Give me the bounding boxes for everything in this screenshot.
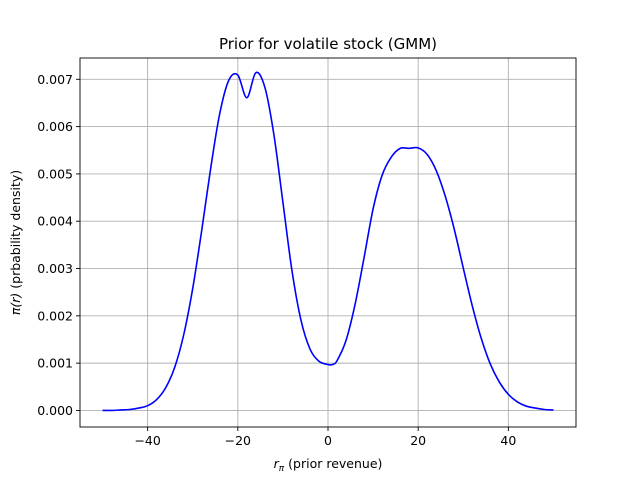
x-axis-label-text: (prior revenue) xyxy=(284,456,382,471)
y-tick-label: 0.005 xyxy=(37,166,73,181)
y-axis-label-text: (prbability density) xyxy=(8,170,23,293)
y-tick-label: 0.001 xyxy=(37,356,73,371)
y-tick-label: 0.000 xyxy=(37,403,73,418)
y-tick-label: 0.002 xyxy=(37,308,73,323)
x-tick-label: −20 xyxy=(225,433,251,448)
ticks: −40 −20 0 20 40 0.000 0.001 0.002 0.003 0.004 0.00… xyxy=(37,72,516,448)
density-curve xyxy=(102,71,554,412)
x-axis-label-symbol: r xyxy=(274,456,280,471)
y-axis-label: π(r) (prbability density) xyxy=(8,170,23,315)
y-tick-label: 0.006 xyxy=(37,119,73,134)
chart-title: Prior for volatile stock (GMM) xyxy=(219,35,437,53)
y-tick-label: 0.007 xyxy=(37,72,73,87)
y-axis-label-symbol: π(r) xyxy=(8,293,23,315)
x-axis-label-subscript: π xyxy=(279,464,285,474)
x-tick-label: 0 xyxy=(324,433,332,448)
x-tick-label: 20 xyxy=(410,433,426,448)
x-tick-label: −40 xyxy=(134,433,160,448)
x-axis-label: rπ (prior revenue) xyxy=(274,456,383,474)
y-tick-label: 0.004 xyxy=(37,214,73,229)
y-tick-label: 0.003 xyxy=(37,261,73,276)
grid xyxy=(80,58,576,427)
x-tick-label: 40 xyxy=(500,433,516,448)
